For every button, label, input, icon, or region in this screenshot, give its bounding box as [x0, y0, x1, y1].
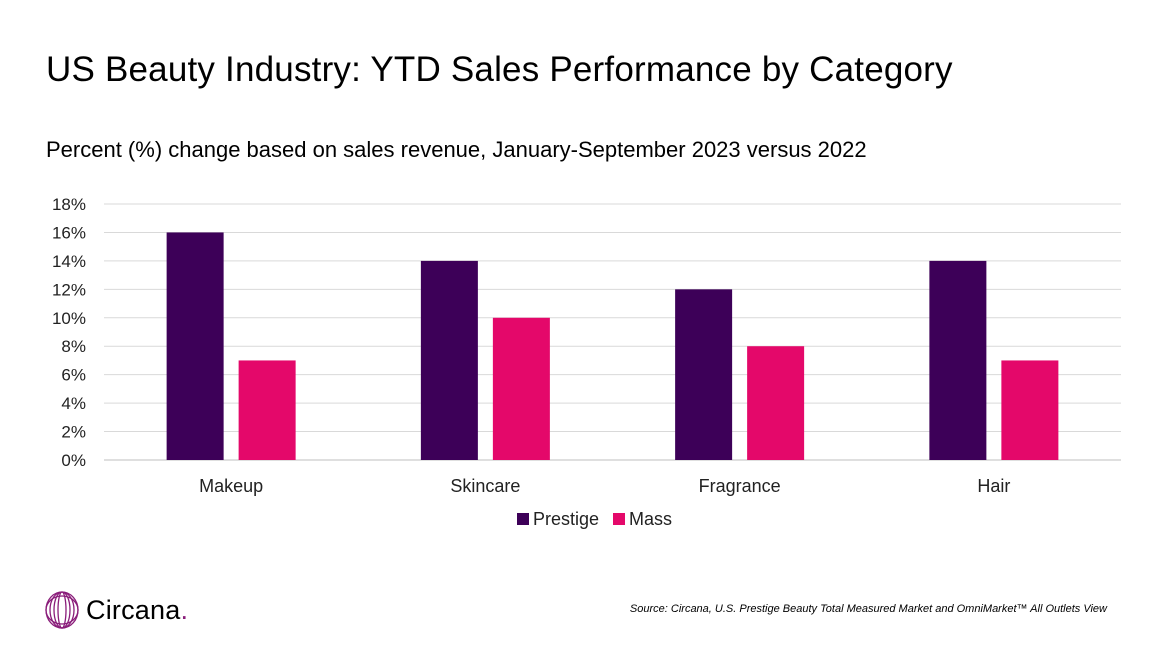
y-tick-label: 16% — [52, 223, 86, 242]
bar-mass-hair — [1001, 360, 1059, 460]
bar-mass-makeup — [238, 360, 296, 460]
y-tick-label: 2% — [61, 423, 86, 442]
y-tick-label: 4% — [61, 394, 86, 413]
bar-prestige-hair — [929, 260, 987, 460]
y-tick-label: 12% — [52, 280, 86, 299]
legend-label-prestige: Prestige — [533, 509, 599, 529]
bar-chart: 0% 2% 4% 6% 8% 10% 12% 14% 16% 18% Makeup Skincare F… — [52, 195, 1121, 529]
source-note: Source: Circana, U.S. Prestige Beauty To… — [629, 603, 1107, 615]
y-tick-label: 6% — [61, 366, 86, 385]
bar-prestige-skincare — [420, 260, 478, 460]
legend-label-mass: Mass — [629, 509, 672, 529]
x-category-label: Makeup — [199, 476, 263, 496]
y-tick-label: 8% — [61, 337, 86, 356]
y-tick-label: 10% — [52, 309, 86, 328]
circana-logo-icon — [45, 591, 79, 629]
x-category-label: Fragrance — [699, 476, 781, 496]
legend-swatch-prestige — [517, 513, 529, 525]
chart-title: US Beauty Industry: YTD Sales Performanc… — [46, 50, 953, 89]
y-tick-label: 14% — [52, 252, 86, 271]
bar-prestige-makeup — [166, 232, 224, 460]
y-tick-label: 18% — [52, 195, 86, 214]
bar-mass-fragrance — [747, 346, 805, 460]
logo-wordmark: Circana. — [86, 594, 189, 625]
y-tick-label: 0% — [61, 451, 86, 470]
x-category-label: Hair — [977, 476, 1010, 496]
x-category-label: Skincare — [450, 476, 520, 496]
bar-mass-skincare — [492, 317, 550, 460]
circana-logo: Circana. — [44, 590, 188, 630]
bar-prestige-fragrance — [675, 289, 733, 460]
legend-swatch-mass — [613, 513, 625, 525]
chart-subtitle: Percent (%) change based on sales revenu… — [46, 137, 867, 162]
